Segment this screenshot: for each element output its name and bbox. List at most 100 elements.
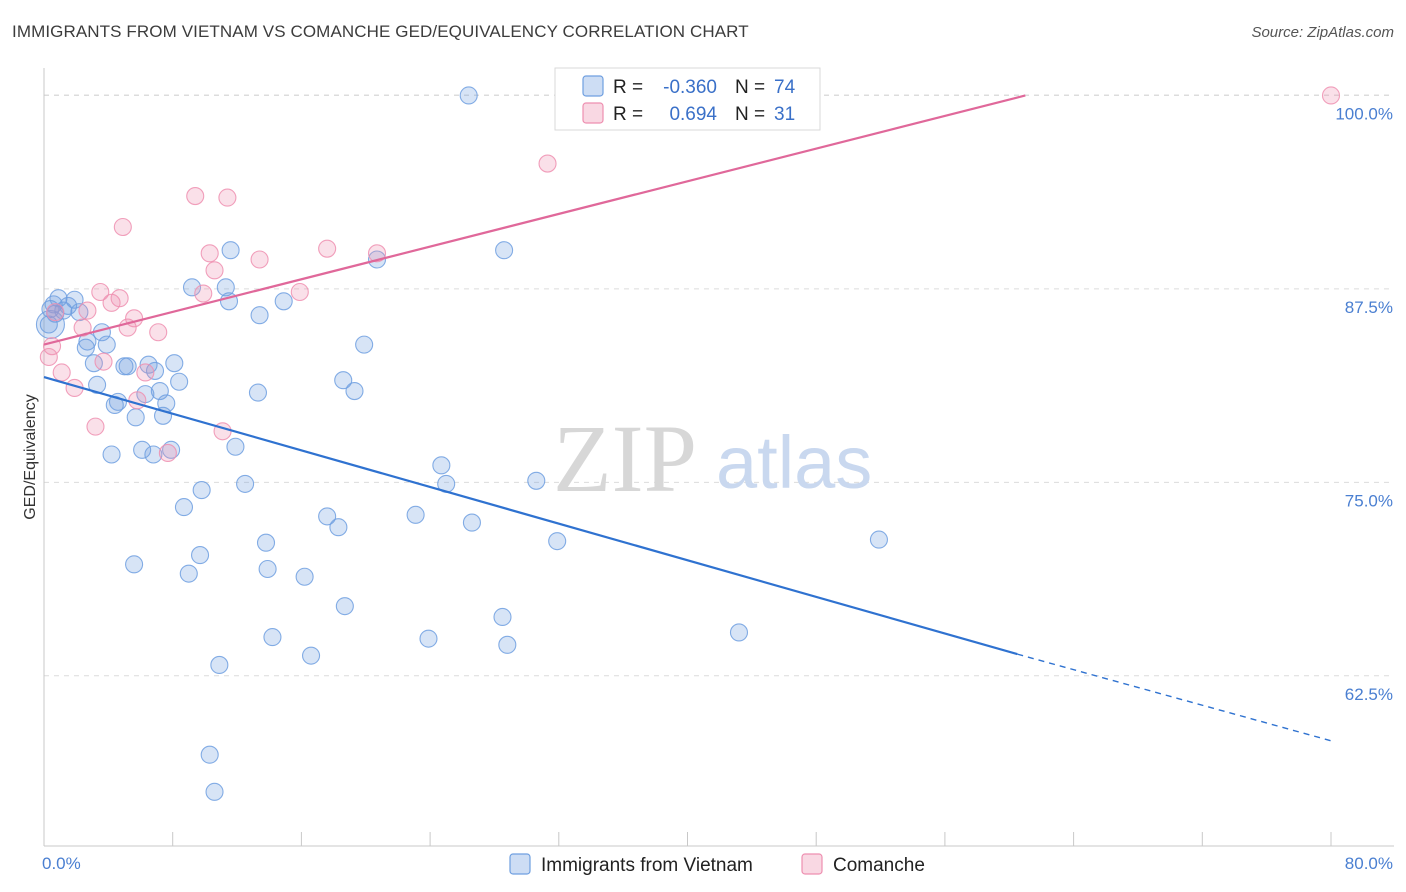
comanche-point (149, 323, 168, 342)
comanche-point (91, 282, 110, 302)
comanche-point (78, 301, 97, 320)
series-legend: Immigrants from Vietnam Comanche (509, 853, 925, 876)
comanche-point (218, 188, 237, 207)
comanche-point (194, 284, 213, 303)
comanche-point (538, 154, 557, 173)
vietnam-point (97, 335, 116, 354)
comanche-point (39, 347, 58, 367)
vietnam-point (133, 440, 152, 459)
comanche-trend-line (43, 94, 1026, 346)
vietnam-point (548, 532, 567, 551)
comanche-point (86, 417, 105, 436)
legend-swatch-vietnam (582, 75, 604, 97)
vietnam-point (498, 635, 517, 654)
comanche-point (94, 352, 113, 371)
y-tick-label: 87.5% (1345, 298, 1393, 317)
vietnam-point (495, 241, 514, 260)
vietnam-point (329, 518, 348, 537)
vietnam-point (179, 564, 198, 583)
comanche-point (367, 244, 387, 263)
legend-n-label-vietnam: N = (735, 77, 765, 98)
legend-r-label-comanche: R = (613, 104, 643, 125)
vietnam-point (334, 371, 353, 390)
comanche-point (113, 217, 132, 237)
comanche-point (136, 363, 155, 382)
vietnam-point (190, 546, 210, 565)
vietnam-point (256, 533, 276, 552)
vietnam-point (406, 505, 425, 524)
vietnam-point (493, 607, 512, 627)
trend-lines (43, 94, 1332, 742)
vietnam-point (118, 357, 137, 376)
vietnam-point (355, 335, 374, 354)
vietnam-point (462, 513, 481, 532)
legend-n-value-vietnam: 74 (774, 77, 796, 98)
vietnam-point (210, 655, 229, 674)
vietnam-trend-line (43, 376, 1018, 656)
vietnam-point (527, 471, 546, 490)
watermark-atlas: atlas (716, 421, 872, 504)
x-axis-ticks (43, 832, 1332, 846)
vietnam-point (44, 295, 63, 314)
vietnam-point (869, 530, 888, 549)
vietnam-point (200, 745, 219, 764)
vietnam-point (170, 372, 189, 391)
vietnam-point (165, 354, 184, 373)
legend-r-label-vietnam: R = (613, 77, 643, 98)
vietnam-point (236, 474, 255, 493)
grid-lines (44, 94, 1394, 677)
vietnam-trend-extension (1017, 653, 1332, 742)
comanche-point (73, 318, 92, 337)
comanche-point (318, 239, 337, 258)
vietnam-point (84, 354, 103, 373)
vietnam-point (432, 456, 451, 475)
vietnam-point (263, 628, 282, 647)
vietnam-point (274, 292, 293, 311)
vietnam-point (459, 86, 478, 105)
comanche-point (200, 244, 219, 263)
comanche-point (1321, 86, 1341, 105)
vietnam-point (205, 782, 224, 801)
legend-box (554, 67, 821, 131)
comanche-point (250, 250, 269, 269)
vietnam-point (258, 559, 277, 579)
legend-n-value-comanche: 31 (774, 104, 795, 125)
vietnam-point (182, 278, 202, 297)
y-tick-label: 62.5% (1345, 685, 1393, 704)
x-tick-label-min: 0.0% (42, 854, 81, 873)
comanche-point (52, 363, 71, 382)
y-tick-labels: 62.5% 75.0% 87.5% 100.0% (1335, 104, 1393, 703)
vietnam-point (295, 567, 314, 586)
comanche-point (205, 261, 224, 280)
vietnam-point (302, 646, 321, 665)
legend-swatch-comanche (582, 102, 604, 124)
y-tick-label: 100.0% (1335, 104, 1393, 123)
vietnam-point (174, 498, 194, 517)
x-tick-label-max: 80.0% (1345, 854, 1393, 873)
vietnam-point (216, 278, 235, 297)
y-axis-title: GED/Equivalency (22, 394, 39, 519)
vietnam-point (345, 381, 364, 401)
watermark-zip: ZIP (553, 405, 697, 512)
bottom-legend-label-comanche: Comanche (833, 855, 925, 876)
vietnam-point (248, 383, 268, 402)
comanche-point (290, 282, 309, 302)
comanche-point (110, 289, 129, 308)
vietnam-point (162, 440, 181, 459)
bottom-legend-swatch-vietnam (509, 853, 531, 875)
comanche-point (158, 443, 177, 462)
legend-n-label-comanche: N = (735, 104, 765, 125)
vietnam-point (318, 507, 337, 526)
y-tick-label: 75.0% (1345, 491, 1393, 510)
correlation-legend: R = -0.360 N = 74 R = 0.694 N = 31 (554, 67, 821, 131)
vietnam-point (76, 338, 95, 357)
vietnam-point (102, 445, 121, 464)
vietnam-point (125, 555, 144, 574)
source-credit: Source: ZipAtlas.com (1251, 24, 1394, 41)
vietnam-point (145, 361, 165, 380)
series-comanche-points (39, 86, 1341, 462)
vietnam-point (192, 481, 211, 500)
bottom-legend-swatch-comanche (801, 853, 823, 875)
vietnam-point (126, 408, 145, 427)
